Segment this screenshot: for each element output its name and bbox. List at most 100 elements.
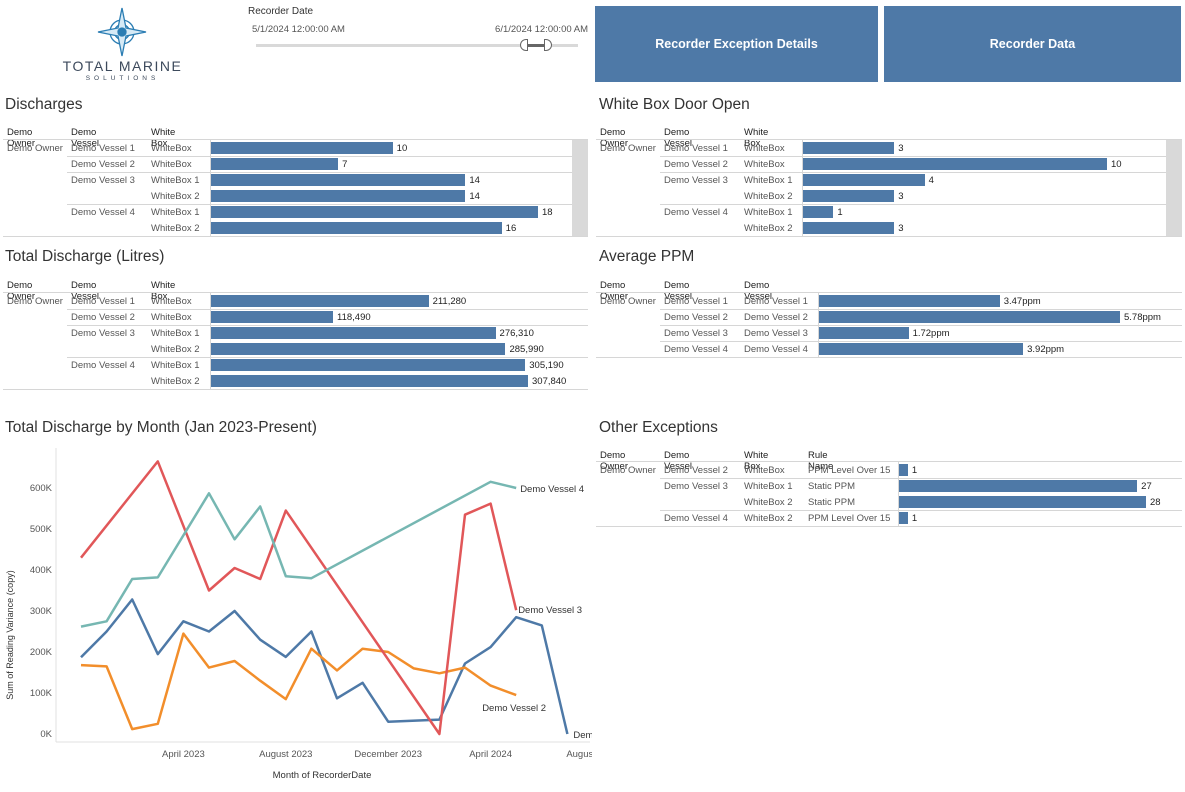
owner-cell: Demo Owner [600,296,656,307]
bar-value-label: 211,280 [432,296,467,307]
bars-axis-rule [898,462,899,526]
bar[interactable] [899,496,1146,508]
bar[interactable] [819,311,1120,323]
series-end-label: Demo Vessel 2 [482,703,546,714]
group-divider [67,156,588,157]
whitebox-cell: WhiteBox [151,312,192,323]
bar[interactable] [211,327,496,339]
bar-value-label: 5.78ppm [1124,312,1161,323]
group-divider [67,325,588,326]
bar[interactable] [803,206,834,218]
bar-value-label: 307,840 [532,376,567,387]
bar[interactable] [803,174,925,186]
series-line-demo-vessel-2[interactable] [80,632,517,731]
series-labels: Demo Vessel 1 Demo Vessel 2 Demo Vessel 3 D… [482,484,592,741]
bar[interactable] [819,295,1000,307]
column-header: Rule Name [808,450,834,472]
bar[interactable] [211,295,429,307]
group-divider [67,309,588,310]
whitebox-cell: Demo Vessel 4 [744,344,808,355]
vessel-cell: Demo Vessel 4 [664,344,728,355]
rule-name-cell: Static PPM [808,481,855,492]
recorder-exception-details-button[interactable]: Recorder Exception Details [595,6,878,82]
bar[interactable] [211,222,502,234]
monthly-discharge-line-chart: 0K 100K 200K 300K 400K 500K 600K April 2023 Aug… [5,448,592,781]
bar-value-label: 28 [1150,497,1161,508]
bar[interactable] [819,327,909,339]
table-top-rule [596,461,1182,462]
table-top-rule [596,139,1182,140]
bar-value-label: 10 [1111,159,1122,170]
bar[interactable] [211,206,538,218]
recorder-data-button[interactable]: Recorder Data [884,6,1181,82]
bar-value-label: 1.72ppm [912,328,950,339]
bar[interactable] [819,343,1024,355]
y-tick-label: 100K [30,688,53,699]
slider-end-handle[interactable] [544,39,552,51]
bar[interactable] [211,359,526,371]
vessel-cell: Demo Vessel 2 [664,159,728,170]
bar[interactable] [899,480,1138,492]
whitebox-cell: WhiteBox 1 [151,328,200,339]
group-divider [660,172,1182,173]
whitebox-cell: WhiteBox 1 [744,481,793,492]
scrollbar[interactable] [1166,140,1182,236]
bar[interactable] [803,142,895,154]
column-header: Demo Vessel [71,127,99,149]
monthly-chart-title: Total Discharge by Month (Jan 2023-Prese… [5,419,317,436]
slider-track[interactable] [256,44,578,47]
vessel-cell: Demo Vessel 2 [664,312,728,323]
rule-name-cell: Static PPM [808,497,855,508]
group-divider [660,309,1182,310]
bar[interactable] [899,512,908,524]
y-tick-label: 200K [30,647,53,658]
table-bottom-rule [3,389,588,390]
y-tick-label: 0K [40,729,52,740]
whitebox-cell: WhiteBox 1 [151,175,200,186]
column-header: White Box [151,127,176,149]
bar-value-label: 3.47ppm [1003,296,1041,307]
bar[interactable] [211,375,528,387]
y-axis: 0K 100K 200K 300K 400K 500K 600K [30,448,57,742]
bar[interactable] [211,174,466,186]
bar[interactable] [211,190,466,202]
scrollbar[interactable] [572,140,588,236]
column-header: Demo Vessel [664,280,692,302]
bars-axis-rule [210,140,211,236]
group-divider [660,204,1182,205]
owner-cell: Demo Owner [600,143,656,154]
bar[interactable] [211,343,506,355]
vessel-cell: Demo Vessel 4 [664,513,728,524]
bar[interactable] [803,190,895,202]
vessel-cell: Demo Vessel 3 [71,175,135,186]
group-divider [660,510,1182,511]
series-end-label: Demo Vessel 4 [520,484,584,495]
series-line-demo-vessel-4[interactable] [80,480,517,628]
table-top-rule [596,292,1182,293]
group-divider [660,341,1182,342]
bar-value-label: 16 [505,223,517,234]
bar-value-label: 14 [469,191,480,202]
vessel-cell: Demo Vessel 4 [71,207,135,218]
bar[interactable] [211,311,334,323]
bar-value-label: 3.92ppm [1027,344,1065,355]
bar[interactable] [211,142,393,154]
series-line-demo-vessel-1[interactable] [80,598,569,735]
bar[interactable] [803,158,1107,170]
bar-value-label: 27 [1141,481,1152,492]
slider-start-handle[interactable] [520,39,528,51]
bar-value-label: 1 [837,207,843,218]
bar[interactable] [211,158,339,170]
logo-subtitle: SOLUTIONS [85,75,160,82]
table-bottom-rule [596,236,1182,237]
owner-cell: Demo Owner [600,465,656,476]
compass-logo-icon [97,7,147,57]
bar[interactable] [803,222,895,234]
bar-value-label: 4 [928,175,934,186]
bar[interactable] [899,464,908,476]
whitebox-cell: WhiteBox 1 [744,175,793,186]
vessel-cell: Demo Vessel 2 [71,159,135,170]
bar-value-label: 3 [898,191,904,202]
discharges-title: Discharges [5,96,83,113]
series-end-label: Demo Vessel 1 [573,730,592,741]
